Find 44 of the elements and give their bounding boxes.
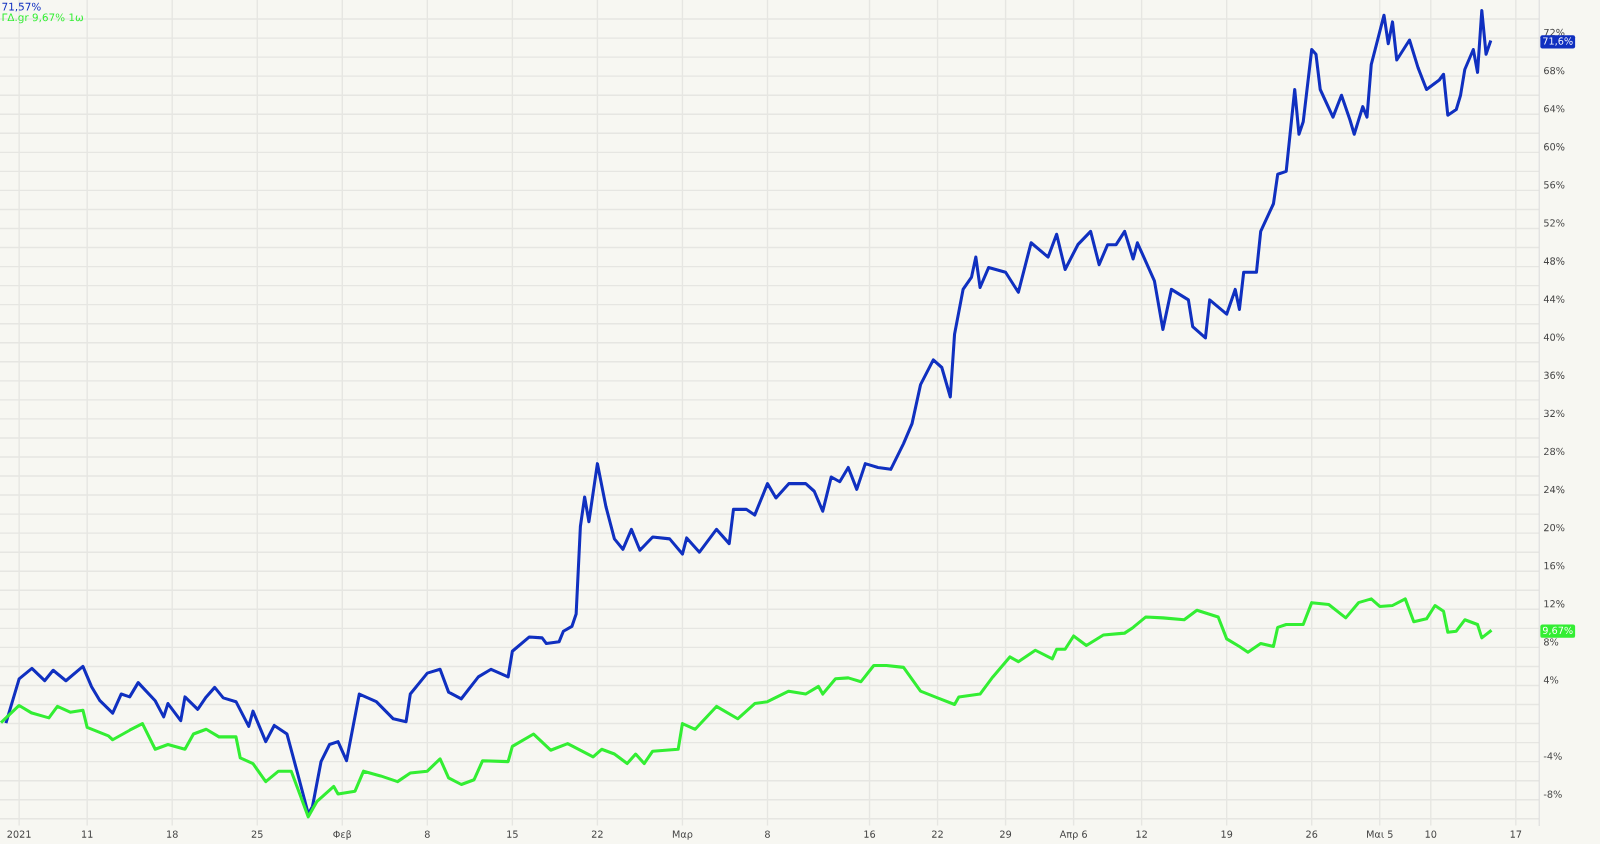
x-tick-label: 19 [1221, 830, 1233, 838]
text: 71,6% [1543, 37, 1573, 46]
x-tick-label: 25 [251, 830, 263, 838]
x-tick-label: Φεβ [333, 830, 352, 840]
y-tick-label: 20% [1544, 523, 1565, 532]
x-tick-label: 8 [765, 830, 770, 838]
y-tick-label: 44% [1543, 295, 1565, 303]
y-tick-label: 4% [1543, 676, 1559, 684]
x-tick-label: 17 [1510, 830, 1522, 838]
x-tick-label: 2021 [7, 830, 31, 838]
x-tick-label: 22 [591, 830, 603, 838]
x-tick-label: 10 [1425, 830, 1437, 838]
x-tick-label: 18 [167, 830, 178, 838]
y-tick-label: 16% [1544, 562, 1565, 570]
y-tick-label: 36% [1544, 371, 1565, 379]
x-tick-label: 12 [1136, 830, 1147, 838]
y-tick-label: 48% [1543, 257, 1565, 265]
x-tick-label: 26 [1306, 830, 1318, 838]
text: 71,57% [2, 2, 41, 12]
x-tick-label: 16 [864, 830, 876, 838]
y-tick-label: 56% [1544, 181, 1565, 189]
y-tick-label: 28% [1544, 447, 1565, 456]
x-tick-label: 8 [424, 830, 430, 838]
x-tick-label: 29 [1000, 830, 1012, 838]
text: 9,67% [1542, 626, 1573, 636]
y-tick-label: 52% [1544, 219, 1565, 227]
x-tick-label: 15 [507, 830, 518, 838]
x-tick-label: Απρ 6 [1059, 830, 1087, 840]
x-tick-label: Μαρ [672, 830, 693, 840]
y-tick-label: 40% [1543, 333, 1565, 341]
y-tick-label: 60% [1544, 143, 1565, 151]
y-tick-label: 12% [1544, 600, 1565, 608]
y-tick-label: -4% [1543, 752, 1562, 760]
x-tick-label: 11 [82, 830, 93, 838]
y-tick-label: -8% [1543, 790, 1562, 798]
text: ΓΔ.gr 9,67% 1ω [2, 13, 84, 24]
y-tick-label: 68% [1544, 66, 1565, 75]
y-tick-label: 32% [1544, 409, 1565, 418]
y-tick-label: 72% [1544, 28, 1565, 37]
x-tick-label: 22 [932, 830, 943, 838]
y-tick-label: 8% [1544, 638, 1559, 646]
y-tick-label: 24% [1544, 485, 1565, 494]
x-tick-label: Μαι 5 [1367, 830, 1393, 838]
y-tick-label: 64% [1544, 105, 1565, 113]
